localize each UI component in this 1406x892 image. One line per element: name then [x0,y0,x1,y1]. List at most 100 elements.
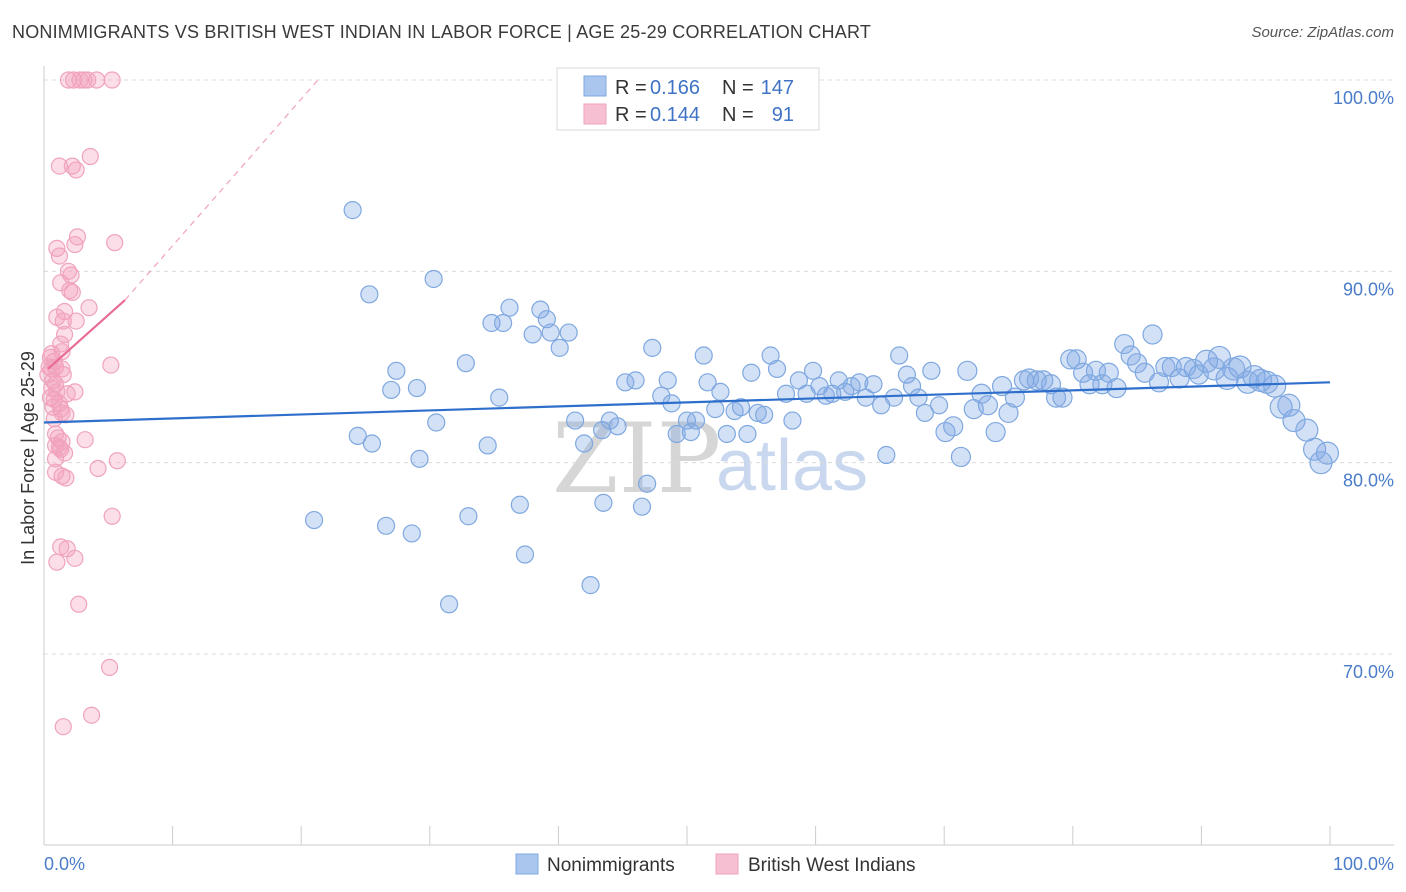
bottom-legend-swatch-british-west-indians [715,853,739,875]
legend-swatch-nonimmigrants [583,75,607,97]
nonimmigrants-point [1277,393,1301,417]
nonimmigrants-point [510,495,529,514]
nonimmigrants-point [1134,362,1155,383]
legend-r-label-1: R = [615,77,647,99]
nonimmigrants-point [559,323,578,342]
nonimmigrants-point [1045,387,1067,408]
nonimmigrants-point [922,361,941,380]
nonimmigrants-point [767,359,787,379]
nonimmigrants-point [731,398,751,417]
nonimmigrants-point [1202,357,1226,381]
nonimmigrants-point [1228,355,1252,379]
british-west-indians-points [39,71,126,736]
x-tick-label: 100.0% [1333,854,1394,874]
british-west-indians-point [57,469,75,487]
nonimmigrants-point [803,361,823,380]
nonimmigrants-point [929,396,949,415]
nonimmigrants-point [478,436,497,455]
nonimmigrants-point [748,403,767,423]
british-west-indians-point [63,283,81,301]
british-west-indians-point [100,658,119,676]
nonimmigrants-point [890,346,909,365]
nonimmigrants-point [382,380,401,400]
nonimmigrants-point [816,386,835,405]
nonimmigrants-point [608,417,627,436]
trend-lines [43,79,1331,424]
bottom-legend-swatch-nonimmigrants [515,853,539,875]
watermark-atlas: atlas [716,426,868,506]
nonimmigrants-point [643,338,662,357]
nonimmigrants-point [915,403,935,423]
axes [43,66,1394,846]
british-west-indians-point [54,718,72,736]
nonimmigrants-point [1060,349,1081,370]
legend-r-value-2: 0.144 [650,104,700,126]
nonimmigrants-point [681,422,700,442]
correlation-legend: R = 0.166 N = 147 R = 0.144 N = 91 [556,67,820,131]
nonimmigrants-point [500,298,519,317]
nonimmigrants-point [1040,374,1062,395]
british-west-indians-point [67,161,85,179]
british-west-indians-point [79,71,97,89]
british-west-indians-point [81,147,99,166]
nonimmigrants-point [439,595,459,614]
nonimmigrants-point [957,360,978,381]
nonimmigrants-point [523,325,542,344]
nonimmigrants-point [387,361,406,380]
british-west-indians-point [68,228,87,246]
nonimmigrants-point [410,449,429,468]
nonimmigrants-point [515,545,535,564]
nonimmigrants-point [1242,364,1266,389]
nonimmigrants-point [776,384,796,403]
nonimmigrants-point [742,363,761,382]
british-west-indians-point [48,553,66,571]
trend-extension-line [124,79,319,301]
british-west-indians-point [70,595,88,613]
nonimmigrants-point [694,346,713,365]
nonimmigrants-point [1114,333,1135,355]
british-west-indians-point [75,71,93,89]
nonimmigrants-point [897,365,917,384]
y-tick-label: 100.0% [1333,88,1394,108]
nonimmigrants-point [456,354,475,373]
bottom-legend-label-nonimmigrants: Nonimmigrants [547,855,675,876]
nonimmigrants-point [1085,360,1107,381]
british-west-indians-point [103,71,121,89]
british-west-indians-point [61,281,79,300]
british-west-indians-point [57,406,75,424]
british-west-indians-point [102,356,120,374]
legend-n-label-2: N = [722,104,754,126]
nonimmigrants-point [706,399,725,419]
legend-swatch-british-west-indians [583,103,607,125]
british-west-indians-point [76,431,94,449]
bottom-legend-label-british-west-indians: British West Indians [748,855,916,876]
nonimmigrants-point [950,446,972,468]
nonimmigrants-point [1052,387,1073,408]
nonimmigrants-point [566,411,585,430]
nonimmigrants-point [1263,374,1287,398]
nonimmigrants-point [348,426,367,445]
british-west-indians-point [66,383,84,401]
british-west-indians-point [54,312,72,330]
nonimmigrants-point [459,507,478,526]
nonimmigrants-trend-line [43,381,1331,424]
nonimmigrants-point [1142,324,1163,345]
nonimmigrants-point [531,300,550,319]
british-west-indians-trend-line [47,299,126,370]
nonimmigrants-point [1175,356,1197,378]
nonimmigrants-point [1066,349,1087,370]
legend-n-value-2: 91 [772,104,794,126]
nonimmigrants-point [977,395,999,416]
nonimmigrants-point [998,402,1019,424]
british-west-indians-point [106,234,124,252]
nonimmigrants-point [991,376,1013,397]
nonimmigrants-point [550,338,569,357]
british-west-indians-point [80,299,98,317]
y-tick-label: 80.0% [1343,471,1394,491]
x-tick-label: 0.0% [44,854,85,874]
y-axis-label: In Labor Force | Age 25-29 [18,351,38,565]
nonimmigrants-point [541,323,560,342]
british-west-indians-point [55,325,74,344]
nonimmigrants-point [1161,356,1182,378]
british-west-indians-point [50,157,69,175]
